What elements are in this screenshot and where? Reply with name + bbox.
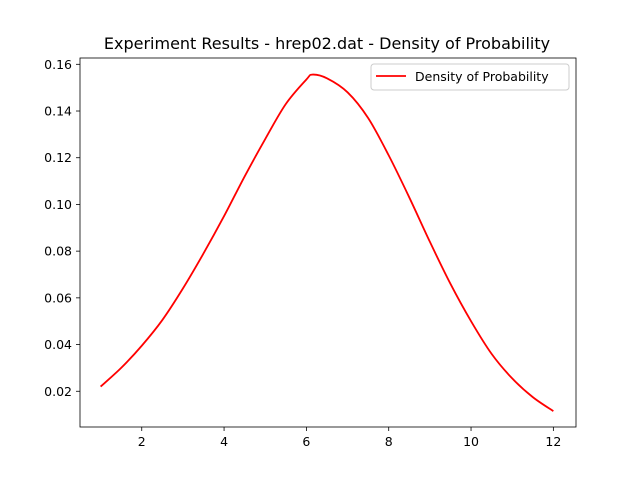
- y-tick-label: 0.06: [44, 290, 72, 305]
- x-tick-label: 12: [545, 434, 561, 449]
- x-tick-label: 2: [138, 434, 146, 449]
- legend: Density of Probability: [370, 63, 570, 91]
- chart-title: Experiment Results - hrep02.dat - Densit…: [104, 34, 550, 53]
- series-line-density: [99, 73, 554, 412]
- y-tick-label: 0.04: [44, 337, 72, 352]
- x-tick-label: 4: [220, 434, 228, 449]
- plot-area: 2 4 6 8 10 12 0.02 0.04 0.06 0.08 0.10 0.12 0.14 0.16: [44, 57, 577, 449]
- y-tick-label: 0.08: [44, 244, 72, 259]
- x-tick-label: 10: [463, 434, 479, 449]
- y-tick-label: 0.12: [44, 150, 72, 165]
- y-tick-label: 0.10: [44, 197, 72, 212]
- x-tick-label: 6: [302, 434, 310, 449]
- legend-label: Density of Probability: [415, 69, 549, 84]
- y-tick-label: 0.14: [44, 104, 72, 119]
- y-tick-label: 0.16: [44, 57, 72, 72]
- x-tick-label: 8: [385, 434, 393, 449]
- axes-frame: [79, 57, 577, 428]
- legend-box: [370, 63, 570, 91]
- y-tick-label: 0.02: [44, 384, 72, 399]
